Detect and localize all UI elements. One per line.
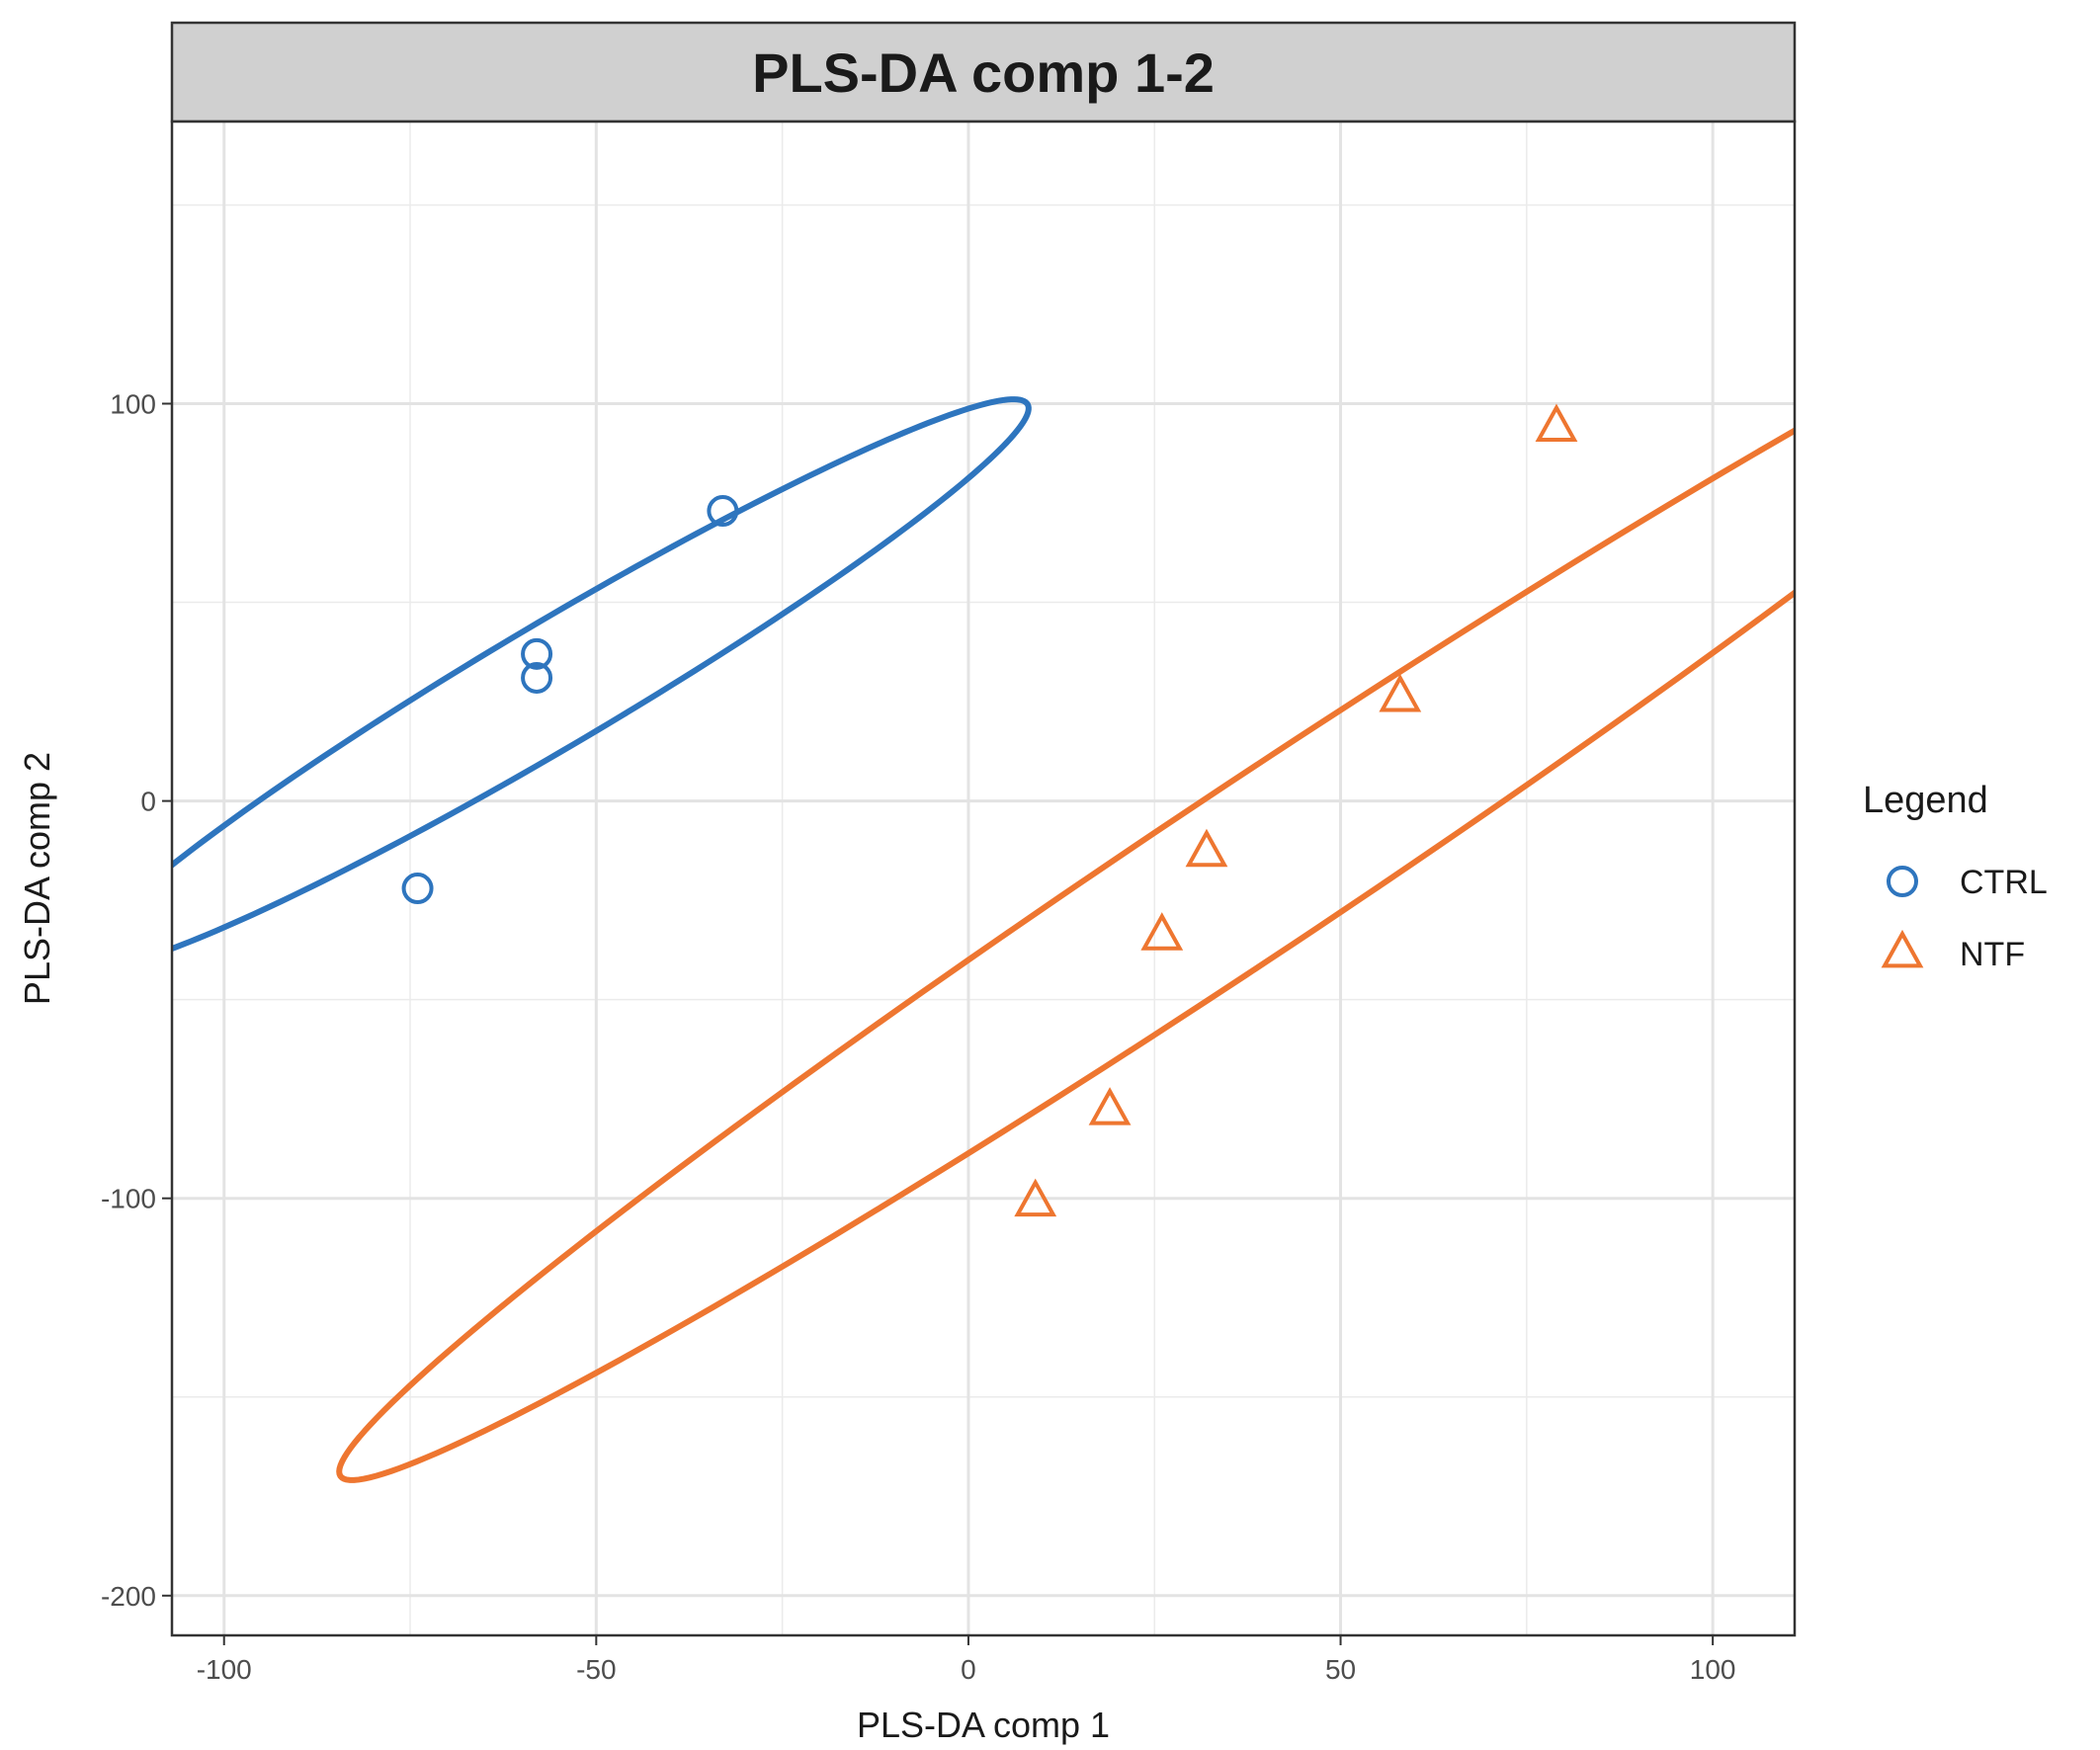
point-ntf — [1140, 912, 1184, 951]
y-tick-label: -100 — [101, 1184, 156, 1214]
x-tick-label: 0 — [961, 1654, 976, 1685]
point-ctrl — [401, 873, 434, 905]
x-axis-title: PLS-DA comp 1 — [857, 1705, 1110, 1745]
point-ntf — [1014, 1178, 1057, 1217]
y-tick-label: 100 — [110, 388, 156, 419]
y-tick-label: 0 — [140, 787, 156, 817]
point-ntf — [1185, 828, 1228, 868]
ellipse-ctrl — [172, 396, 1032, 953]
y-tick-label: -200 — [101, 1581, 156, 1612]
y-axis: -200 -100 0 100 — [101, 388, 172, 1612]
x-tick-label: 50 — [1325, 1654, 1356, 1685]
major-gridlines — [172, 122, 1795, 1635]
legend-label-ctrl: CTRL — [1960, 864, 2048, 901]
point-ctrl — [707, 495, 739, 528]
legend: Legend CTRL NTF — [1863, 780, 2048, 973]
x-tick-label: -100 — [197, 1654, 252, 1685]
x-axis: -100 -50 0 50 100 — [197, 1635, 1736, 1685]
x-tick-label: -50 — [576, 1654, 616, 1685]
y-axis-title: PLS-DA comp 2 — [17, 752, 57, 1005]
point-ctrl — [521, 637, 553, 670]
chart-title: PLS-DA comp 1-2 — [752, 42, 1215, 104]
plot-panel-border — [170, 120, 1797, 1637]
confidence-ellipses — [172, 396, 1795, 1483]
legend-label-ntf: NTF — [1960, 936, 2025, 973]
point-ntf — [1379, 673, 1422, 712]
ellipse-ntf — [336, 427, 1795, 1483]
title-strip — [170, 21, 1797, 124]
legend-title: Legend — [1863, 780, 1988, 821]
plot-panel — [172, 122, 1795, 1635]
point-ctrl — [521, 661, 553, 694]
legend-key-ntf — [1881, 929, 1924, 968]
point-ntf — [1088, 1087, 1132, 1125]
point-ntf — [1535, 403, 1578, 443]
legend-key-ctrl — [1887, 866, 1918, 897]
x-tick-label: 100 — [1690, 1654, 1736, 1685]
data-points — [401, 403, 1578, 1217]
